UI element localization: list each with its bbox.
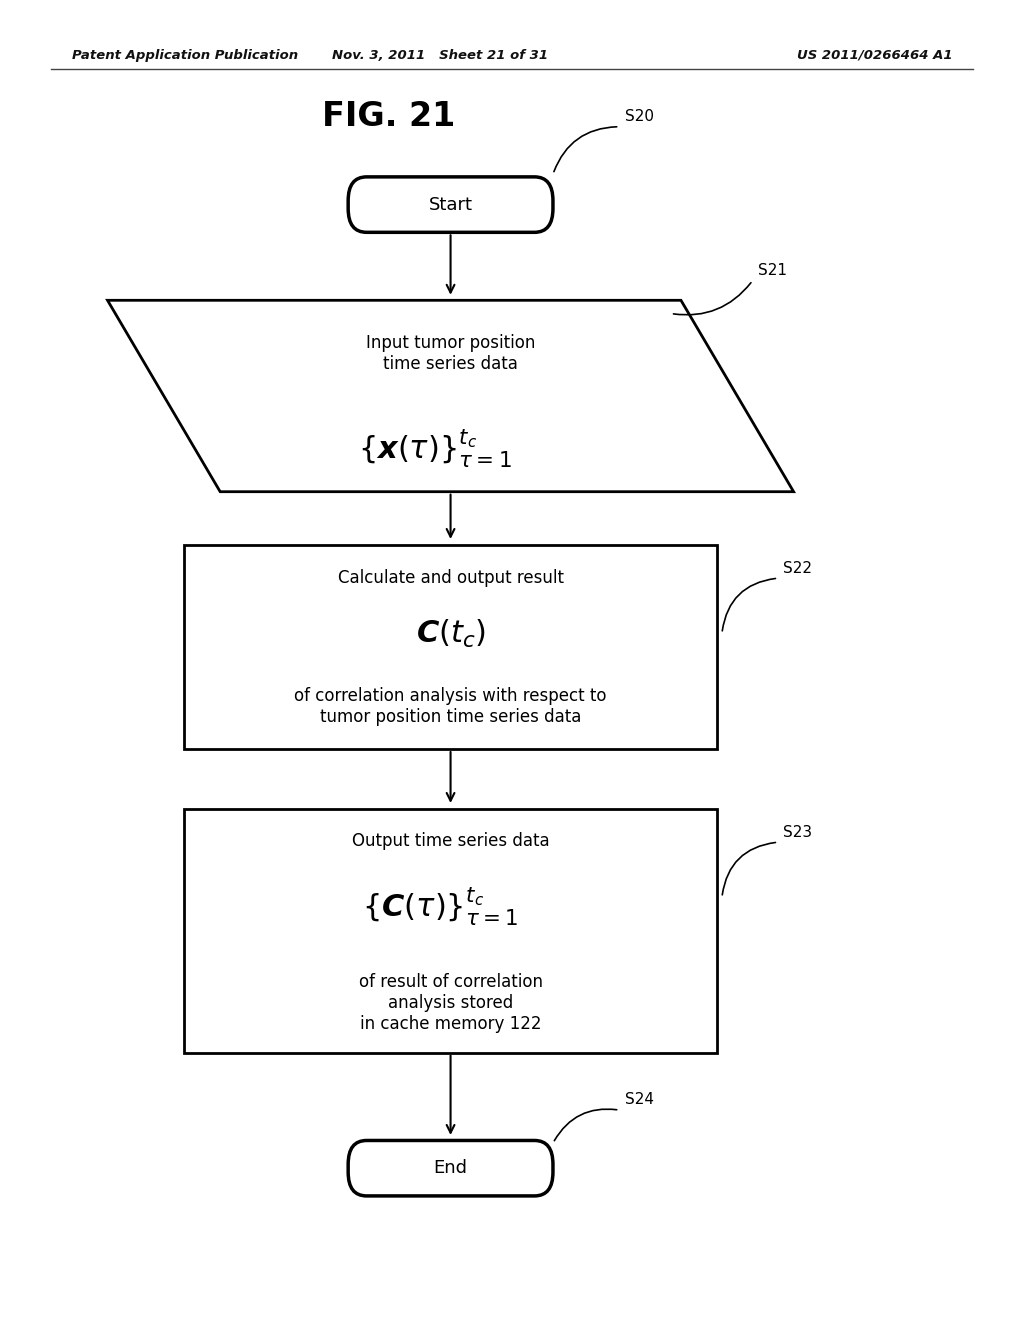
Text: Input tumor position
time series data: Input tumor position time series data [366, 334, 536, 374]
Text: Patent Application Publication: Patent Application Publication [72, 49, 298, 62]
Text: of result of correlation
analysis stored
in cache memory 122: of result of correlation analysis stored… [358, 973, 543, 1034]
Text: Output time series data: Output time series data [352, 832, 549, 850]
Text: S24: S24 [625, 1093, 653, 1107]
Text: End: End [433, 1159, 468, 1177]
Text: S21: S21 [758, 263, 786, 279]
Text: S23: S23 [783, 825, 812, 840]
Text: S20: S20 [625, 110, 653, 124]
Text: US 2011/0266464 A1: US 2011/0266464 A1 [797, 49, 952, 62]
Polygon shape [108, 301, 794, 492]
Text: S22: S22 [783, 561, 812, 576]
FancyBboxPatch shape [348, 177, 553, 232]
Text: Nov. 3, 2011   Sheet 21 of 31: Nov. 3, 2011 Sheet 21 of 31 [332, 49, 549, 62]
Text: of correlation analysis with respect to
tumor position time series data: of correlation analysis with respect to … [294, 686, 607, 726]
Bar [184, 544, 717, 750]
Text: $\{\boldsymbol{x}(\tau)\}_{\tau=1}^{t_c}$: $\{\boldsymbol{x}(\tau)\}_{\tau=1}^{t_c}… [358, 428, 512, 470]
Bar [184, 808, 717, 1053]
Text: Calculate and output result: Calculate and output result [338, 569, 563, 587]
Text: Start: Start [429, 195, 472, 214]
FancyBboxPatch shape [348, 1140, 553, 1196]
Text: $\{\boldsymbol{C}(\tau)\}_{\tau=1}^{t_c}$: $\{\boldsymbol{C}(\tau)\}_{\tau=1}^{t_c}… [362, 886, 518, 928]
Text: $\boldsymbol{C}(t_c)$: $\boldsymbol{C}(t_c)$ [416, 618, 485, 649]
Text: FIG. 21: FIG. 21 [323, 99, 456, 132]
